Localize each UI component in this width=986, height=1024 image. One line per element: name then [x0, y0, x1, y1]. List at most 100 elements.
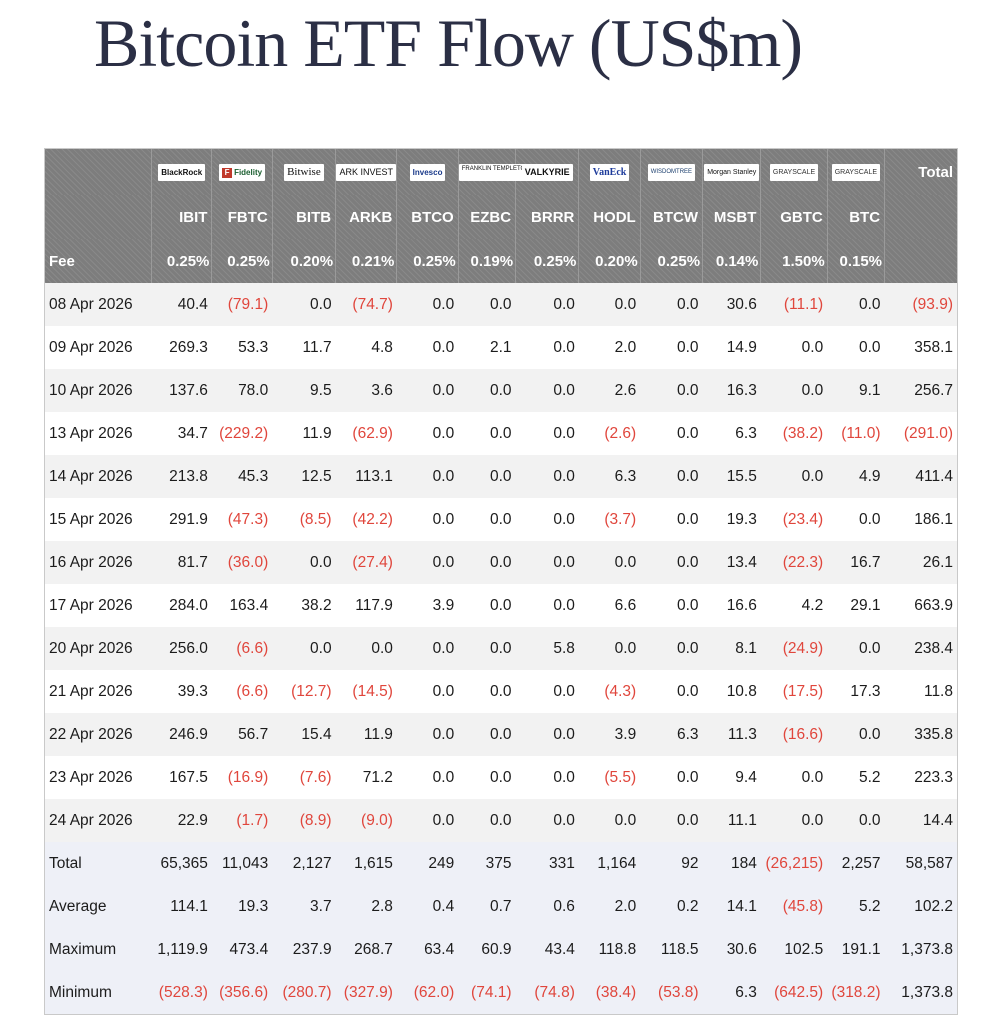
ark-invest-logo: ARK INVEST	[336, 163, 396, 181]
flow-value-cell: 0.0	[458, 627, 516, 670]
flow-value-cell: 0.0	[458, 670, 516, 713]
flow-value-cell: 0.0	[515, 713, 579, 756]
flow-value-cell: (74.1)	[458, 971, 516, 1014]
flow-value-cell: 0.0	[515, 498, 579, 541]
flow-value-cell: (42.2)	[335, 498, 397, 541]
flow-value-cell: 6.3	[702, 412, 761, 455]
blackrock-logo: BlackRock	[158, 163, 206, 181]
flow-value-cell: (2.6)	[578, 412, 641, 455]
date-cell: 17 Apr 2026	[45, 584, 152, 627]
flow-value-cell: 0.0	[396, 713, 459, 756]
date-cell: 22 Apr 2026	[45, 713, 152, 756]
flow-value-cell: (7.6)	[272, 756, 336, 799]
flow-value-cell: 0.0	[640, 670, 703, 713]
flow-value-cell: 5.2	[827, 756, 885, 799]
flow-value-cell: 331	[515, 842, 579, 885]
flow-value-cell: 0.0	[640, 326, 703, 369]
flow-value-cell: 0.0	[458, 541, 516, 584]
flow-value-cell: 0.0	[515, 412, 579, 455]
fee-value: 0.15%	[827, 239, 886, 283]
table-row: 15 Apr 2026 291.9 (47.3) (8.5) (42.2) 0.0 0.0 0…	[45, 498, 957, 541]
flow-value-cell: 0.0	[396, 412, 459, 455]
date-cell: 08 Apr 2026	[45, 283, 152, 326]
flow-value-cell: (45.8)	[760, 885, 828, 928]
row-total-cell: 335.8	[884, 713, 957, 756]
flow-value-cell: 6.3	[702, 971, 761, 1014]
flow-value-cell: 0.0	[640, 412, 703, 455]
flow-value-cell: 15.4	[272, 713, 336, 756]
flow-value-cell: 13.4	[702, 541, 761, 584]
flow-value-cell: 268.7	[335, 928, 397, 971]
flow-value-cell: 9.5	[272, 369, 336, 412]
flow-value-cell: 0.0	[640, 541, 703, 584]
flow-value-cell: (74.8)	[515, 971, 579, 1014]
flow-value-cell: 0.0	[578, 541, 641, 584]
etf-flow-table-container: BlackRock F Fidelity Bitwise ARK INVEST I…	[44, 148, 958, 1015]
row-total-cell: 58,587	[884, 842, 957, 885]
franklin-templeton-logo: FRANKLIN TEMPLETON	[458, 163, 533, 181]
summary-label: Average	[45, 885, 152, 928]
row-total-cell: 223.3	[884, 756, 957, 799]
flow-value-cell: 0.0	[396, 369, 459, 412]
flow-value-cell: 4.9	[827, 455, 885, 498]
issuer-logo-cell: WISDOMTREE	[640, 149, 704, 195]
flow-value-cell: (27.4)	[335, 541, 397, 584]
flow-value-cell: 0.0	[515, 283, 579, 326]
date-cell: 16 Apr 2026	[45, 541, 152, 584]
flow-value-cell: 38.2	[272, 584, 336, 627]
row-total-cell: 186.1	[884, 498, 957, 541]
table-row: 20 Apr 2026 256.0 (6.6) 0.0 0.0 0.0 0.0 5.8 0.0 0…	[45, 627, 957, 670]
flow-value-cell: (327.9)	[335, 971, 397, 1014]
flow-value-cell: 29.1	[827, 584, 885, 627]
issuer-logo-cell: FRANKLIN TEMPLETON	[458, 149, 533, 195]
flow-value-cell: 2.0	[578, 326, 641, 369]
corner-cell	[45, 195, 153, 239]
flow-value-cell: 2,127	[272, 842, 336, 885]
flow-value-cell: 137.6	[151, 369, 212, 412]
fidelity-logo: F Fidelity	[219, 163, 266, 181]
summary-row: Minimum (528.3) (356.6) (280.7) (327.9) (62.0…	[45, 971, 957, 1014]
flow-value-cell: 291.9	[151, 498, 212, 541]
flow-value-cell: (280.7)	[272, 971, 336, 1014]
fee-value: 0.21%	[335, 239, 398, 283]
flow-value-cell: 0.0	[396, 627, 459, 670]
flow-value-cell: 0.0	[458, 799, 516, 842]
date-cell: 14 Apr 2026	[45, 455, 152, 498]
flow-value-cell: 213.8	[151, 455, 212, 498]
flow-value-cell: 0.0	[760, 455, 828, 498]
ticker-header: BRRR	[515, 195, 580, 239]
flow-value-cell: 0.0	[396, 670, 459, 713]
table-row: 24 Apr 2026 22.9 (1.7) (8.9) (9.0) 0.0 0.0 0.0 0…	[45, 799, 957, 842]
ticker-row: IBIT FBTC BITB ARKB BTCO EZBC BRRR HODL …	[45, 195, 957, 239]
flow-value-cell: 65,365	[151, 842, 212, 885]
flow-value-cell: (3.7)	[578, 498, 641, 541]
flow-value-cell: 0.0	[827, 283, 885, 326]
flow-value-cell: (26,215)	[760, 842, 828, 885]
row-total-cell: 358.1	[884, 326, 957, 369]
flow-value-cell: 34.7	[151, 412, 212, 455]
flow-value-cell: 11.9	[272, 412, 336, 455]
flow-value-cell: (47.3)	[211, 498, 273, 541]
date-cell: 20 Apr 2026	[45, 627, 152, 670]
flow-value-cell: (1.7)	[211, 799, 273, 842]
flow-value-cell: (6.6)	[211, 627, 273, 670]
flow-value-cell: (8.9)	[272, 799, 336, 842]
flow-value-cell: (23.4)	[760, 498, 828, 541]
flow-value-cell: 30.6	[702, 283, 761, 326]
flow-value-cell: 0.0	[515, 455, 579, 498]
flow-value-cell: (4.3)	[578, 670, 641, 713]
flow-value-cell: 2,257	[827, 842, 885, 885]
flow-value-cell: 0.0	[458, 756, 516, 799]
row-total-cell: 11.8	[884, 670, 957, 713]
flow-value-cell: 0.0	[515, 584, 579, 627]
fee-value-total	[884, 239, 957, 283]
flow-value-cell: 118.5	[640, 928, 703, 971]
flow-value-cell: 63.4	[396, 928, 459, 971]
ticker-header: EZBC	[458, 195, 517, 239]
issuer-logo-cell: GRAYSCALE	[760, 149, 828, 195]
table-row: 09 Apr 2026 269.3 53.3 11.7 4.8 0.0 2.1 0.0 2.0 0…	[45, 326, 957, 369]
flow-value-cell: (16.6)	[760, 713, 828, 756]
flow-value-cell: 0.0	[458, 584, 516, 627]
flow-value-cell: 246.9	[151, 713, 212, 756]
date-cell: 10 Apr 2026	[45, 369, 152, 412]
